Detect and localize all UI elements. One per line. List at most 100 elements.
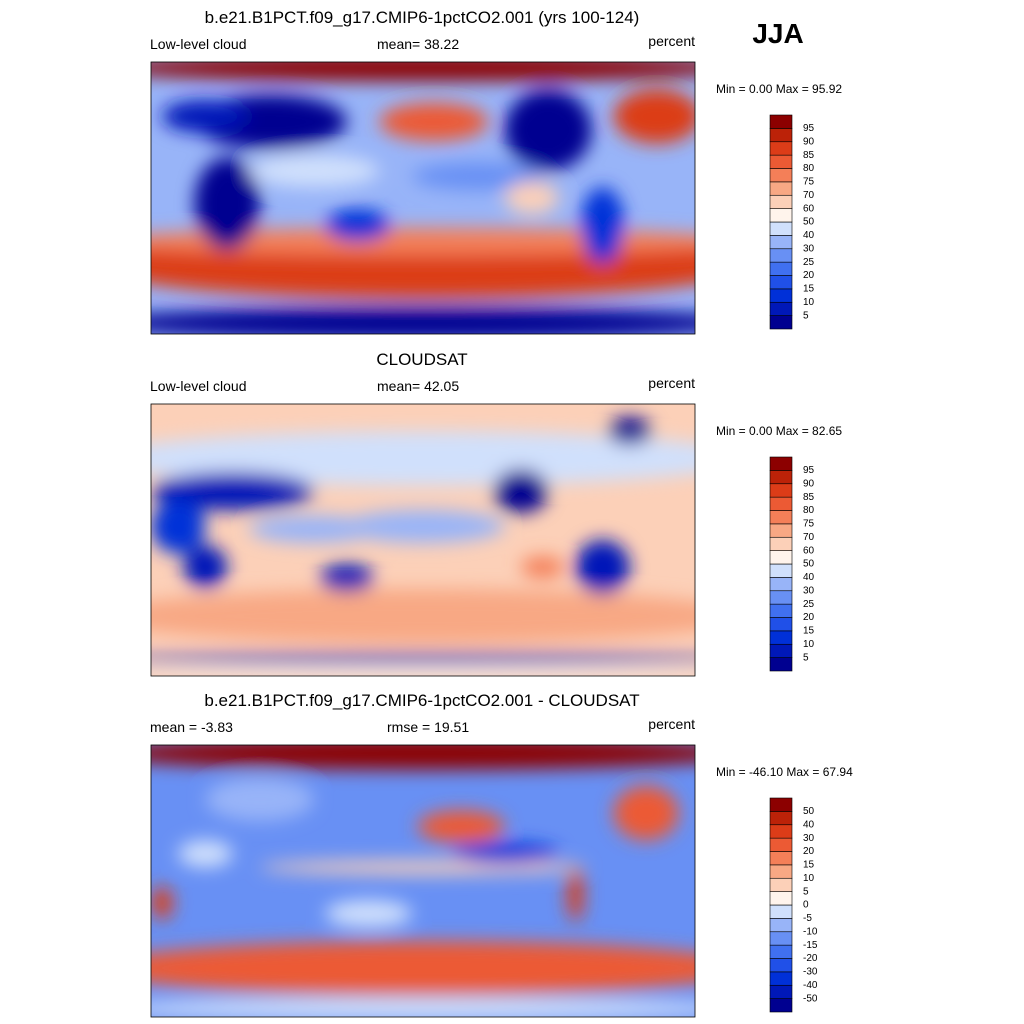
colorbar-label: 30 [803, 833, 815, 844]
colorbar-box [769, 617, 793, 632]
colorbar-label: 40 [803, 819, 815, 830]
colorbar-box [769, 456, 793, 471]
panel-title: CLOUDSAT [376, 350, 467, 369]
colorbar-box [769, 958, 793, 973]
colorbar-box [769, 154, 793, 169]
colorbar-box [769, 288, 793, 303]
panel-range: Min = -46.10 Max = 67.94 [716, 765, 853, 779]
map-blobs [151, 745, 695, 1017]
map-region [607, 417, 652, 445]
map-region [151, 654, 695, 666]
colorbar-box [769, 301, 793, 316]
map-region [319, 564, 375, 592]
season: JJA [752, 18, 803, 49]
colorbar-box [769, 315, 793, 330]
map-region [325, 208, 391, 242]
colorbar-box [769, 194, 793, 209]
map-region [151, 588, 695, 644]
map-region [567, 867, 584, 922]
colorbar-box [769, 496, 793, 511]
colorbar-box [769, 208, 793, 223]
colorbar-box [769, 590, 793, 605]
map-region [259, 860, 587, 875]
colorbar-box [769, 931, 793, 946]
colorbar-label: 50 [803, 217, 815, 228]
panel-left-label: mean = -3.83 [150, 719, 233, 735]
map-field [151, 745, 695, 1017]
map-region [379, 102, 489, 141]
colorbar-label: 95 [803, 123, 815, 134]
colorbar-label: 5 [803, 886, 809, 897]
map-region [504, 181, 559, 215]
colorbar-box [769, 563, 793, 578]
colorbar-box [769, 811, 793, 826]
map-region [151, 667, 695, 676]
colorbar-box [769, 550, 793, 565]
colorbar-box [769, 536, 793, 551]
map-region [178, 840, 233, 868]
colorbar-label: 0 [803, 900, 809, 911]
map-region [205, 777, 315, 822]
colorbar-box [769, 128, 793, 143]
colorbar-label: 80 [803, 505, 815, 516]
colorbar-box [769, 248, 793, 263]
colorbar-box [769, 824, 793, 839]
map-region [325, 900, 413, 928]
colorbar-label: 90 [803, 478, 815, 489]
map-field [151, 62, 695, 334]
colorbar-box [769, 998, 793, 1013]
colorbar-label: 10 [803, 297, 815, 308]
map-region [151, 886, 173, 920]
colorbar-label: 30 [803, 585, 815, 596]
colorbar-label: 20 [803, 846, 815, 857]
colorbar-label: 70 [803, 532, 815, 543]
colorbar-box [769, 797, 793, 812]
colorbar-label: 30 [803, 243, 815, 254]
colorbar-label: 5 [803, 310, 809, 321]
colorbar-label: 20 [803, 612, 815, 623]
colorbar-box [769, 114, 793, 129]
panel-center-label: mean= 38.22 [377, 36, 459, 52]
colorbar-box [769, 657, 793, 672]
map-frame [150, 744, 696, 1018]
panel-center-label: rmse = 19.51 [387, 719, 469, 735]
colorbar-label: -50 [803, 993, 818, 1004]
panel-units: percent [648, 33, 695, 49]
map-region [151, 306, 695, 334]
colorbar-label: 60 [803, 545, 815, 556]
map-region [151, 940, 695, 996]
colorbar-label: 15 [803, 860, 815, 871]
map-field [151, 404, 695, 676]
map-region [493, 469, 549, 513]
colorbar-box [769, 877, 793, 892]
map-region [412, 162, 543, 190]
panel-title: b.e21.B1PCT.f09_g17.CMIP6-1pctCO2.001 (y… [205, 8, 640, 27]
map-region [161, 100, 249, 133]
colorbar-box [769, 837, 793, 852]
map-region [248, 515, 380, 543]
colorbar-label: 85 [803, 150, 815, 161]
map-region [520, 556, 565, 579]
colorbar-label: 60 [803, 203, 815, 214]
map-region [575, 540, 630, 595]
colorbar-label: -10 [803, 926, 818, 937]
colorbar-box [769, 523, 793, 538]
colorbar-label: 40 [803, 572, 815, 583]
map-frame [150, 61, 696, 335]
panel-left-label: Low-level cloud [150, 378, 247, 394]
colorbar-label: 15 [803, 284, 815, 295]
colorbar-box [769, 864, 793, 879]
map-region [613, 89, 695, 144]
panel-range: Min = 0.00 Max = 82.65 [716, 424, 842, 438]
colorbar-box [769, 944, 793, 959]
colorbar-box [769, 261, 793, 276]
colorbar-label: 50 [803, 559, 815, 570]
map-region [151, 472, 315, 511]
colorbar-box [769, 510, 793, 525]
colorbar-box [769, 918, 793, 933]
colorbar-label: 20 [803, 270, 815, 281]
panel-units: percent [648, 375, 695, 391]
colorbar-label: -40 [803, 980, 818, 991]
colorbar-box [769, 235, 793, 250]
